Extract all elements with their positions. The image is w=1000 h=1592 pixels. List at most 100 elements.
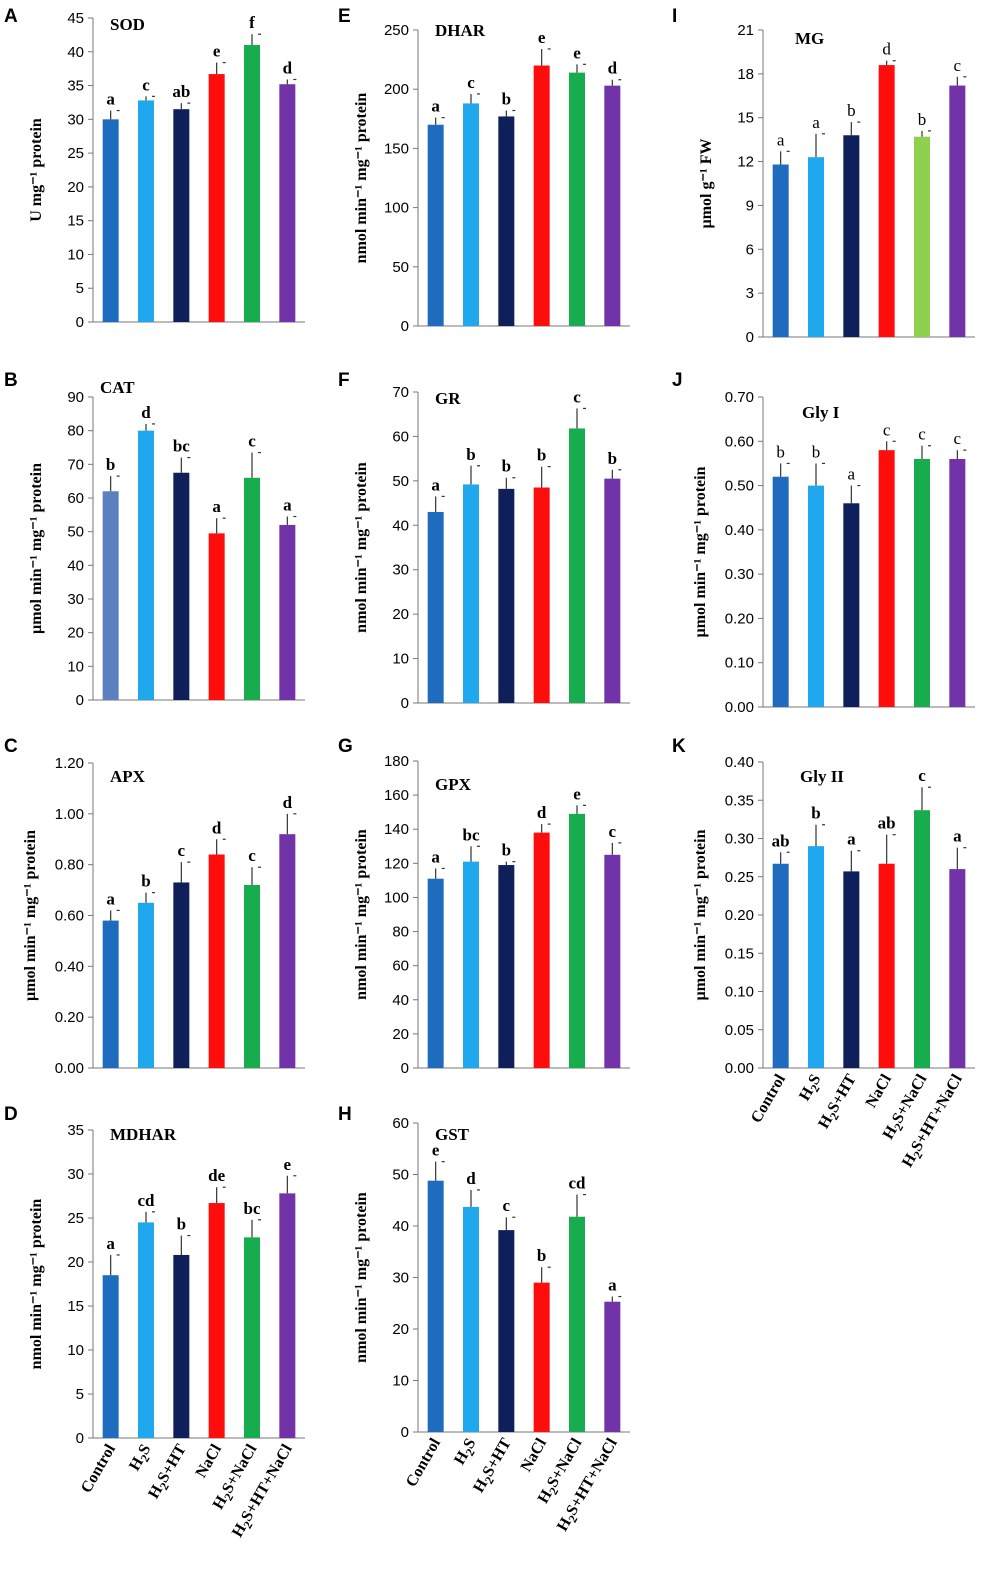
y-tick-label: 50 bbox=[392, 473, 409, 490]
y-tick-label: 21 bbox=[737, 22, 754, 39]
y-tick-label: 3 bbox=[746, 285, 754, 302]
bar bbox=[138, 430, 154, 700]
significance-letter: b bbox=[106, 455, 115, 474]
bar bbox=[102, 1275, 119, 1438]
panel-letter: C bbox=[4, 736, 18, 757]
bar bbox=[843, 503, 860, 707]
x-category-label: H2S bbox=[451, 1435, 482, 1469]
y-tick-label: 50 bbox=[392, 1167, 409, 1184]
y-tick-label: 60 bbox=[67, 490, 84, 507]
significance-letter: b bbox=[537, 446, 546, 465]
y-tick-label: 0.10 bbox=[725, 984, 754, 1001]
bar bbox=[208, 533, 225, 700]
bar bbox=[569, 428, 585, 703]
y-tick-label: 10 bbox=[67, 658, 84, 675]
significance-letter: b bbox=[177, 1215, 186, 1234]
bar bbox=[604, 854, 621, 1068]
bar bbox=[772, 164, 789, 337]
bar bbox=[878, 65, 895, 337]
significance-letter: d bbox=[212, 818, 222, 837]
y-tick-label: 15 bbox=[737, 110, 754, 127]
panel-letter: A bbox=[4, 6, 18, 27]
significance-letter: a bbox=[106, 90, 115, 109]
y-tick-label: 60 bbox=[392, 958, 409, 975]
bar bbox=[914, 810, 930, 1068]
bar bbox=[878, 863, 895, 1068]
y-tick-label: 25 bbox=[67, 145, 84, 162]
panel-i: I 0 3 6 9 12 15 18 21 µmol g⁻¹ FW MG a a b d b c bbox=[672, 6, 975, 346]
bar bbox=[102, 119, 119, 322]
y-tick-label: 18 bbox=[737, 66, 754, 83]
significance-letter: e bbox=[573, 784, 581, 803]
significance-letter: c bbox=[248, 846, 256, 865]
y-axis-label: U mg⁻¹ protein bbox=[28, 118, 45, 222]
y-tick-label: 25 bbox=[67, 1210, 84, 1227]
panel-title: APX bbox=[110, 767, 146, 786]
significance-letter: e bbox=[573, 43, 581, 62]
panel-letter: G bbox=[338, 736, 353, 757]
y-tick-label: 90 bbox=[67, 389, 84, 406]
y-tick-label: 0.40 bbox=[725, 522, 754, 539]
y-tick-label: 0.40 bbox=[725, 754, 754, 771]
significance-letter: d bbox=[882, 40, 891, 59]
y-tick-label: 100 bbox=[384, 200, 409, 217]
significance-letter: c bbox=[954, 429, 962, 448]
bar bbox=[808, 846, 824, 1068]
bar bbox=[463, 1206, 479, 1432]
y-tick-label: 0 bbox=[76, 314, 84, 331]
y-tick-label: 5 bbox=[76, 1386, 84, 1403]
significance-letter: b bbox=[918, 110, 927, 129]
significance-letter: d bbox=[466, 1169, 476, 1188]
significance-letter: ab bbox=[172, 82, 190, 101]
significance-letter: bc bbox=[463, 825, 480, 844]
bar bbox=[949, 85, 966, 337]
y-tick-label: 5 bbox=[76, 280, 84, 297]
significance-letter: de bbox=[208, 1166, 225, 1185]
significance-letter: cd bbox=[569, 1174, 587, 1193]
bar bbox=[244, 477, 260, 700]
bar bbox=[463, 484, 479, 703]
y-tick-label: 0.00 bbox=[725, 1060, 754, 1077]
y-tick-label: 0 bbox=[76, 692, 84, 709]
y-tick-label: 30 bbox=[67, 111, 84, 128]
bar bbox=[279, 1193, 296, 1438]
bar bbox=[173, 882, 190, 1068]
significance-letter: b bbox=[776, 442, 785, 461]
panel-letter: D bbox=[4, 1104, 18, 1125]
y-tick-label: 10 bbox=[67, 246, 84, 263]
significance-letter: a bbox=[847, 830, 856, 849]
y-tick-label: 80 bbox=[67, 423, 84, 440]
significance-letter: b bbox=[502, 90, 511, 109]
y-tick-label: 30 bbox=[392, 562, 409, 579]
significance-letter: c bbox=[918, 425, 926, 444]
y-tick-label: 60 bbox=[392, 1115, 409, 1132]
panel-h: H 0 10 20 30 40 50 60 nmol min⁻¹ mg⁻¹ protein GST… bbox=[338, 1104, 630, 1534]
significance-letter: a bbox=[777, 130, 785, 149]
bar bbox=[498, 865, 515, 1068]
bar bbox=[533, 487, 550, 703]
panel-title: DHAR bbox=[435, 21, 486, 40]
bar bbox=[533, 1282, 550, 1432]
y-tick-label: 15 bbox=[67, 213, 84, 230]
bar bbox=[208, 1203, 225, 1438]
y-tick-label: 0 bbox=[76, 1430, 84, 1447]
bar bbox=[244, 45, 260, 323]
x-category-label: Control bbox=[403, 1435, 445, 1490]
significance-letter: ab bbox=[772, 831, 790, 850]
y-axis-label: nmol min⁻¹ mg⁻¹ protein bbox=[353, 829, 370, 1000]
significance-letter: c bbox=[954, 56, 962, 75]
significance-letter: a bbox=[212, 497, 221, 516]
y-tick-label: 40 bbox=[392, 517, 409, 534]
y-tick-label: 0.30 bbox=[725, 831, 754, 848]
significance-letter: a bbox=[431, 475, 440, 494]
significance-letter: c bbox=[178, 841, 186, 860]
bar bbox=[569, 72, 585, 327]
bar bbox=[138, 902, 154, 1068]
y-axis-label: µmol min⁻¹ mg⁻¹ protein bbox=[28, 463, 45, 634]
panel-k: K 0.00 0.05 0.10 0.15 0.20 0.25 0.30 0.35 0.40 µmo… bbox=[672, 736, 975, 1170]
significance-letter: a bbox=[812, 113, 820, 132]
significance-letter: c bbox=[883, 420, 891, 439]
significance-letter: f bbox=[249, 13, 255, 32]
significance-letter: cd bbox=[138, 1191, 156, 1210]
